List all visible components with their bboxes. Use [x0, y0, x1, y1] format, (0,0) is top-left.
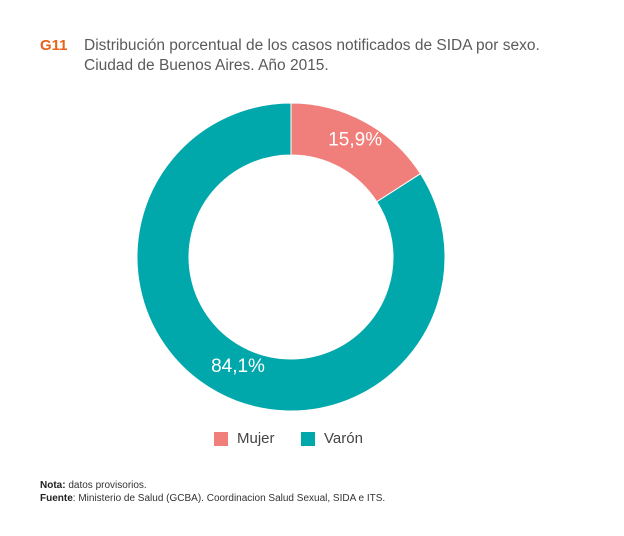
note-line: Nota: datos provisorios.	[40, 479, 385, 492]
note-text: datos provisorios.	[65, 480, 147, 491]
legend-item-mujer[interactable]: Mujer	[214, 430, 275, 447]
chart-title-line-1: Distribución porcentual de los casos not…	[84, 37, 540, 54]
source-line: Fuente: Ministerio de Salud (GCBA). Coor…	[40, 492, 385, 505]
note-label: Nota:	[40, 480, 66, 491]
figure-id: G11	[40, 37, 68, 54]
legend-item-varon[interactable]: Varón	[301, 430, 363, 447]
legend-swatch-mujer	[214, 431, 228, 446]
source-text: : Ministerio de Salud (GCBA). Coordinaci…	[72, 493, 386, 504]
legend-label-varon: Varón	[324, 430, 363, 447]
donut-chart: 15,9% 84,1%	[136, 102, 446, 412]
slice-label-mujer: 15,9%	[328, 129, 382, 150]
chart-title: Distribución porcentual de los casos not…	[84, 36, 540, 76]
source-label: Fuente	[40, 493, 73, 504]
chart-notes: Nota: datos provisorios. Fuente: Ministe…	[40, 479, 385, 505]
legend-label-mujer: Mujer	[237, 430, 275, 447]
legend-swatch-varon	[301, 431, 315, 446]
slice-label-var-n: 84,1%	[211, 356, 265, 377]
donut-slice-var-n[interactable]	[136, 102, 446, 412]
donut-slices	[136, 102, 446, 412]
chart-title-line-2: Ciudad de Buenos Aires. Año 2015.	[84, 57, 329, 74]
chart-legend: Mujer Varón	[0, 430, 624, 452]
donut-slice-labels: 15,9% 84,1%	[211, 129, 382, 377]
